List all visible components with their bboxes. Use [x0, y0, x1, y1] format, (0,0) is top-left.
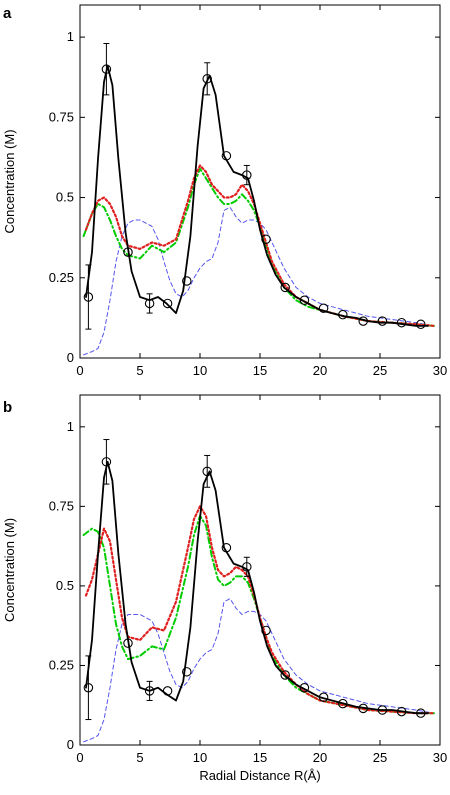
data-point [221, 151, 232, 161]
data-point [377, 705, 388, 715]
data-point [101, 457, 112, 467]
data-point [261, 234, 271, 245]
y-tick-label: 0.5 [56, 578, 74, 593]
x-tick-label: 5 [136, 750, 143, 765]
series-line-dashdot [82, 514, 435, 715]
data-point [83, 292, 94, 302]
data-point [221, 542, 232, 553]
data-point [202, 466, 212, 477]
x-tick-label: 0 [76, 750, 83, 765]
series-line-dashed [83, 598, 435, 743]
data-point [83, 682, 94, 693]
panel-label: a [3, 5, 12, 22]
data-point [358, 703, 368, 714]
x-tick-label: 15 [253, 750, 267, 765]
x-axis-label: Radial Distance R(Å) [199, 768, 320, 783]
data-point [202, 74, 212, 84]
data-point [101, 64, 112, 74]
y-tick-label: 0.75 [49, 109, 74, 124]
x-tick-label: 20 [313, 363, 327, 378]
x-tick-label: 30 [433, 363, 447, 378]
panel-label: b [3, 399, 12, 416]
data-point [299, 682, 310, 693]
x-tick-label: 0 [76, 363, 83, 378]
y-tick-label: 0 [67, 737, 74, 752]
data-point [123, 638, 133, 648]
x-tick-label: 10 [193, 363, 207, 378]
data-point [123, 247, 133, 257]
data-point [280, 282, 290, 293]
y-tick-label: 0.25 [49, 270, 74, 285]
data-point [182, 276, 192, 286]
x-tick-label: 10 [193, 750, 207, 765]
data-point [396, 317, 407, 328]
y-tick-label: 1 [67, 419, 74, 434]
y-tick-label: 0.75 [49, 498, 74, 513]
data-point [261, 625, 271, 636]
data-point [162, 298, 173, 309]
data-point [338, 309, 348, 320]
x-tick-label: 5 [136, 363, 143, 378]
series-line-dashed [83, 206, 435, 356]
data-point [358, 316, 368, 326]
y-tick-label: 0.5 [56, 190, 74, 205]
y-tick-label: 0 [67, 350, 74, 365]
data-point [396, 706, 407, 717]
series-line-dashdot [82, 167, 435, 327]
data-point [144, 686, 155, 696]
panel-a: a 0 5 10 15 20 25 30 0 0.25 0.5 0.75 1 Concentration … [2, 4, 447, 378]
plot-frame [79, 4, 441, 359]
data-point [318, 303, 329, 314]
data-point [338, 698, 348, 709]
y-tick-label: 0.25 [49, 657, 74, 672]
series-line-solid [85, 460, 429, 715]
y-tick-label: 1 [67, 29, 74, 44]
series-line-solid [85, 65, 429, 327]
series-line-dotted [84, 505, 436, 715]
data-point [318, 692, 329, 703]
data-point [280, 670, 290, 680]
series-line-dotted [84, 164, 436, 327]
data-point [416, 708, 426, 718]
data-point [242, 170, 252, 180]
data-point [377, 316, 388, 326]
plot-frame [79, 394, 441, 746]
data-point [299, 295, 310, 305]
data-point [144, 298, 155, 309]
panel-b: b 0 5 10 15 20 25 30 0 0.25 0.5 0.75 1 Concentration … [2, 394, 447, 783]
data-point [182, 667, 192, 677]
x-tick-label: 25 [373, 750, 387, 765]
data-point [242, 562, 252, 572]
x-tick-label: 25 [373, 363, 387, 378]
y-axis-label: Concentration (M) [2, 129, 17, 233]
data-point [416, 319, 426, 330]
x-tick-label: 15 [253, 363, 267, 378]
x-tick-label: 20 [313, 750, 327, 765]
y-axis-label: Concentration (M) [2, 518, 17, 622]
data-point [162, 686, 173, 696]
x-tick-label: 30 [433, 750, 447, 765]
